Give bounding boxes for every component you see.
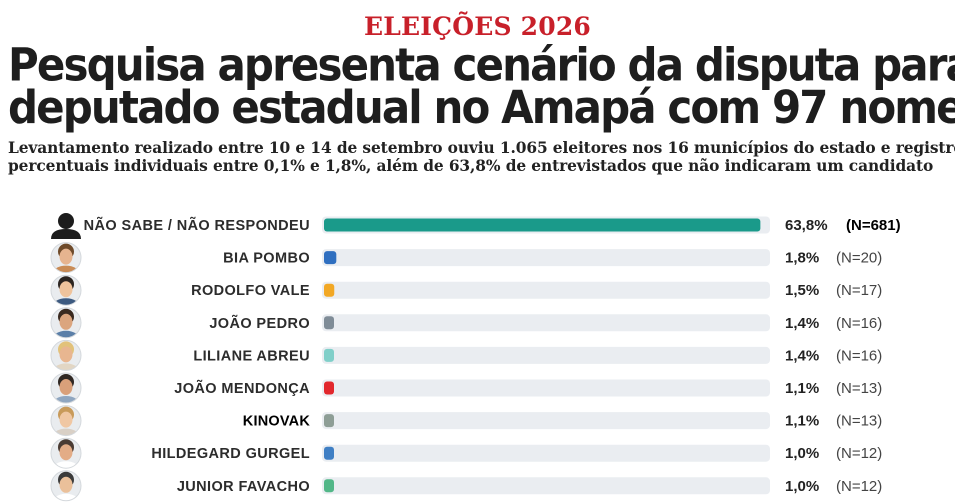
bar-value-label: 1,8% — [785, 250, 819, 267]
bar-label: JOÃO PEDRO — [209, 314, 310, 332]
bar-row: JOÃO PEDRO 1,4% (N=16) — [50, 307, 882, 339]
bar-count-label: (N=681) — [846, 217, 901, 234]
bar-value-label: 1,1% — [785, 413, 819, 430]
bar-row: BIA POMBO 1,8% (N=20) — [50, 242, 882, 274]
bar-count-label: (N=13) — [836, 413, 882, 430]
section-kicker: ELEIÇÕES 2026 — [363, 12, 592, 41]
bar-row: KINOVAK 1,1% (N=13) — [50, 405, 882, 437]
bar-track — [322, 314, 770, 332]
subheadline: Levantamento realizado entre 10 e 14 de … — [8, 139, 955, 175]
bar — [324, 414, 334, 428]
candidate-photo-liliane-abreu — [50, 339, 82, 371]
bar-label: RODOLFO VALE — [191, 283, 310, 299]
bar-label: NÃO SABE / NÃO RESPONDEU — [84, 216, 310, 234]
bar-row: LILIANE ABREU 1,4% (N=16) — [50, 339, 882, 371]
bar-count-label: (N=16) — [836, 347, 882, 364]
bar-row: RODOLFO VALE 1,5% (N=17) — [50, 274, 882, 306]
bar-value-label: 1,5% — [785, 282, 819, 299]
bar-value-label: 1,0% — [785, 478, 819, 495]
headline: Pesquisa apresenta cenário da disputa pa… — [8, 38, 955, 134]
subheadline-line-2: percentuais individuais entre 0,1% e 1,8… — [8, 157, 934, 175]
bar-value-label: 1,4% — [785, 347, 819, 364]
bar-label: JOÃO MENDONÇA — [174, 379, 310, 397]
bar — [324, 479, 334, 493]
bar-count-label: (N=12) — [836, 478, 882, 495]
headline-line-2: deputado estadual no Amapá com 97 nomes — [8, 80, 955, 134]
bar-row: JUNIOR FAVACHO 1,0% (N=12) — [50, 470, 882, 502]
subheadline-line-1: Levantamento realizado entre 10 e 14 de … — [8, 139, 955, 157]
bar-track — [322, 281, 770, 299]
bar-count-label: (N=16) — [836, 315, 882, 332]
bar-count-label: (N=20) — [836, 250, 882, 267]
bar-label: LILIANE ABREU — [193, 348, 310, 364]
bar-count-label: (N=17) — [836, 282, 882, 299]
bar-label: HILDEGARD GURGEL — [151, 446, 310, 462]
bar-count-label: (N=12) — [836, 445, 882, 462]
candidate-photo-bia-pombo — [50, 242, 82, 274]
candidate-photo-junior-favacho — [50, 470, 82, 502]
bar — [324, 446, 334, 460]
bar — [324, 316, 334, 330]
bar-track — [322, 412, 770, 430]
silhouette-icon — [51, 213, 81, 239]
bar-value-label: 1,1% — [785, 380, 819, 397]
bar-value-label: 1,0% — [785, 445, 819, 462]
bar-value-label: 1,4% — [785, 315, 819, 332]
bar-label: JUNIOR FAVACHO — [177, 479, 310, 495]
bar-value-label: 63,8% — [785, 217, 828, 234]
poll-bar-chart: NÃO SABE / NÃO RESPONDEU 63,8% (N=681) BIA … — [50, 213, 901, 502]
bar-track — [322, 477, 770, 495]
candidate-photo-kinovak — [50, 405, 82, 437]
bar — [324, 348, 334, 362]
bar — [324, 381, 334, 395]
candidate-photo-rodolfo-vale — [50, 274, 82, 306]
bar-label: BIA POMBO — [223, 251, 310, 267]
candidate-photo-joao-mendonca — [50, 372, 82, 404]
bar-row: NÃO SABE / NÃO RESPONDEU 63,8% (N=681) — [51, 213, 901, 239]
bar — [324, 283, 335, 297]
bar-track — [322, 379, 770, 397]
bar-track — [322, 249, 770, 267]
bar — [324, 218, 761, 232]
bar — [324, 251, 337, 265]
bar-track — [322, 346, 770, 364]
bar-track — [322, 444, 770, 462]
bar-label: KINOVAK — [243, 414, 311, 430]
candidate-photo-hildegard-gurgel — [50, 437, 82, 469]
headline-line-1: Pesquisa apresenta cenário da disputa pa… — [8, 38, 955, 92]
bar-count-label: (N=13) — [836, 380, 882, 397]
bar-row: HILDEGARD GURGEL 1,0% (N=12) — [50, 437, 882, 469]
candidate-photo-joao-pedro — [50, 307, 82, 339]
bar-row: JOÃO MENDONÇA 1,1% (N=13) — [50, 372, 882, 404]
